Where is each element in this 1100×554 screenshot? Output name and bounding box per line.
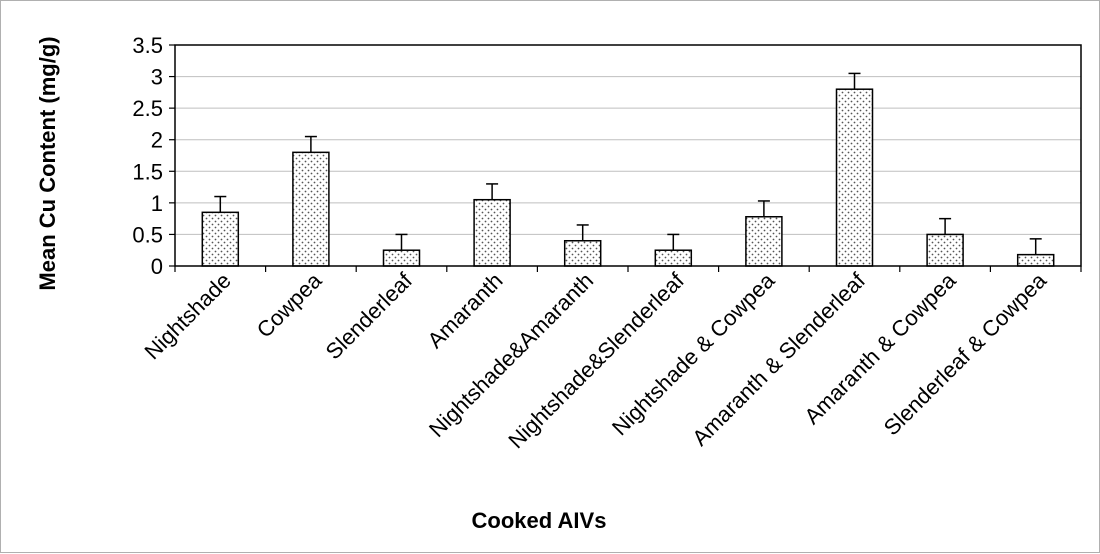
error-bars [214, 72, 1042, 255]
y-tick-label: 3 [151, 65, 163, 90]
y-axis-ticks: 0 0.5 1 1.5 2 2.5 3 3.5 [132, 33, 175, 279]
bar-2 [382, 249, 421, 267]
error-bar-8 [939, 217, 952, 235]
error-bar-7 [848, 72, 861, 90]
x-category-label-8: Amaranth & Cowpea [799, 267, 961, 429]
bar-6 [745, 215, 783, 267]
error-bar-3 [486, 183, 499, 200]
bar-0 [201, 211, 240, 267]
y-tick-label: 3.5 [132, 33, 163, 58]
bar-8 [926, 233, 964, 267]
y-tick-label: 1.5 [132, 159, 163, 184]
bar-1 [292, 151, 330, 267]
x-category-label-5: Nightshade&Slenderleaf [503, 267, 689, 453]
y-tick-label: 0 [151, 254, 163, 279]
error-bar-9 [1029, 238, 1042, 255]
y-tick-label: 2.5 [132, 96, 163, 121]
x-axis-title: Cooked AIVs [472, 508, 607, 533]
y-tick-label: 2 [151, 128, 163, 153]
bar-9 [1016, 253, 1055, 267]
x-category-label-9: Slenderleaf & Cowpea [879, 267, 1052, 440]
x-category-label-7: Amaranth & Slenderleaf [687, 267, 870, 450]
x-category-label-0: Nightshade [139, 268, 235, 364]
bar-4 [563, 239, 602, 267]
x-category-label-2: Slenderleaf [321, 267, 418, 364]
error-bar-1 [304, 135, 317, 153]
x-category-label-6: Nightshade & Cowpea [607, 267, 780, 440]
x-category-label-1: Cowpea [252, 267, 327, 342]
error-bar-4 [576, 224, 589, 241]
bars [201, 88, 1055, 267]
error-bar-6 [757, 200, 770, 217]
bar-5 [654, 249, 693, 267]
x-category-label-3: Amaranth [423, 268, 508, 353]
error-bar-5 [667, 233, 680, 251]
bar-3 [473, 198, 511, 267]
x-category-label-4: Nightshade&Amaranth [424, 268, 598, 442]
y-tick-label: 0.5 [132, 222, 163, 247]
y-axis-title: Mean Cu Content (mg/g) [35, 36, 60, 290]
bar-7 [835, 88, 874, 267]
error-bar-0 [214, 195, 227, 213]
error-bar-2 [395, 233, 408, 251]
y-tick-label: 1 [151, 191, 163, 216]
